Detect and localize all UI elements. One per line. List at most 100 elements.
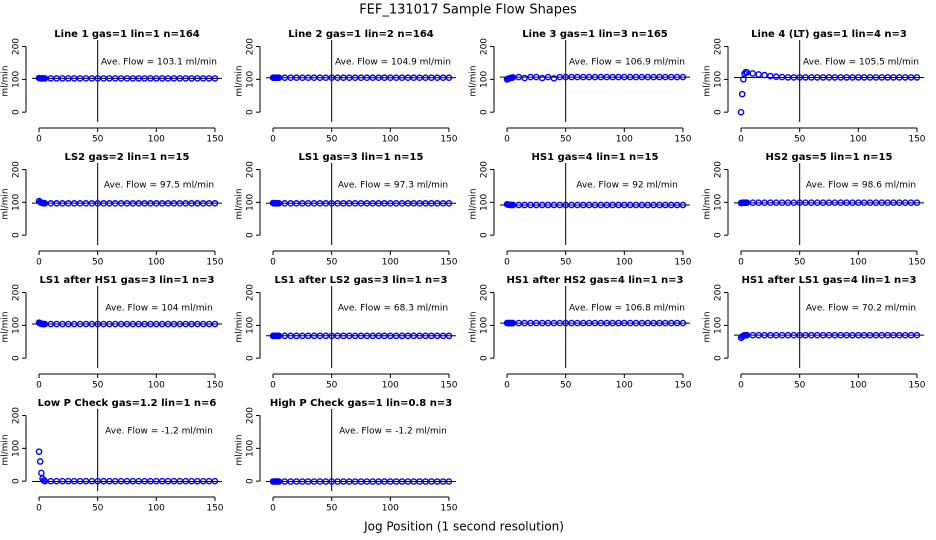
x-tick-label: 0 (36, 258, 42, 268)
x-tick-label: 150 (206, 258, 223, 268)
point (738, 90, 746, 98)
panel-title: Line 3 gas=1 lin=3 n=165 (522, 29, 668, 40)
y-axis-label: ml/min (469, 65, 479, 96)
point (679, 319, 687, 327)
x-tick-label: 50 (92, 381, 104, 391)
y-tick-label: 200 (480, 284, 490, 301)
y-tick-label: 0 (12, 109, 22, 115)
y-tick-label: 100 (480, 194, 490, 211)
annotation: Ave. Flow = 105.5 ml/min (803, 58, 919, 68)
x-tick-label: 50 (326, 258, 338, 268)
y-tick-label: 200 (12, 161, 22, 178)
x-tick-label: 0 (36, 504, 42, 514)
annotation: Ave. Flow = 104.9 ml/min (335, 58, 451, 68)
x-tick-label: 0 (270, 381, 276, 391)
point (211, 320, 219, 328)
point (749, 70, 757, 77)
x-tick-label: 0 (504, 381, 510, 391)
y-axis-label: ml/min (235, 311, 245, 342)
x-tick-label: 150 (440, 381, 457, 391)
annotation: Ave. Flow = 97.3 ml/min (338, 181, 448, 191)
point (761, 71, 768, 79)
annotation: Ave. Flow = -1.2 ml/min (339, 427, 447, 437)
x-tick-label: 100 (382, 381, 399, 391)
point (521, 74, 528, 82)
x-tick-label: 50 (794, 381, 806, 391)
y-tick-label: 0 (714, 232, 724, 238)
x-tick-label: 100 (148, 258, 165, 268)
y-tick-label: 200 (714, 284, 724, 301)
x-tick-label: 0 (504, 135, 510, 145)
point (445, 478, 453, 485)
x-tick-label: 50 (326, 504, 338, 514)
y-tick-label: 0 (246, 109, 256, 115)
y-tick-label: 200 (246, 161, 256, 178)
y-tick-label: 200 (480, 38, 490, 55)
x-tick-label: 0 (738, 258, 744, 268)
y-tick-label: 200 (480, 161, 490, 178)
point (445, 200, 453, 207)
x-tick-label: 0 (270, 135, 276, 145)
point (445, 74, 453, 82)
point (772, 73, 780, 81)
point (211, 200, 219, 207)
x-tick-label: 100 (148, 504, 165, 514)
x-tick-label: 150 (908, 135, 925, 145)
x-tick-label: 50 (560, 258, 572, 268)
panel-title: LS1 after HS1 gas=3 lin=1 n=3 (39, 275, 214, 286)
y-tick-label: 0 (246, 355, 256, 361)
y-tick-label: 0 (480, 232, 490, 238)
y-axis-label: ml/min (703, 311, 713, 342)
y-tick-label: 100 (714, 194, 724, 211)
panel-title: HS1 gas=4 lin=1 n=15 (532, 152, 659, 163)
panel-title: Line 2 gas=1 lin=2 n=164 (288, 29, 434, 40)
x-tick-label: 150 (440, 504, 457, 514)
annotation: Ave. Flow = -1.2 ml/min (105, 427, 213, 437)
point (913, 199, 921, 206)
x-tick-label: 50 (794, 135, 806, 145)
x-tick-label: 100 (850, 381, 867, 391)
x-tick-label: 0 (504, 258, 510, 268)
point (913, 74, 921, 81)
x-tick-label: 150 (440, 135, 457, 145)
x-tick-label: 100 (148, 135, 165, 145)
x-tick-label: 100 (616, 135, 633, 145)
y-tick-label: 0 (480, 109, 490, 115)
y-tick-label: 0 (12, 355, 22, 361)
x-tick-label: 150 (908, 381, 925, 391)
point (533, 73, 540, 81)
point (445, 332, 453, 340)
panel-title: Line 1 gas=1 lin=1 n=164 (54, 29, 200, 40)
point (755, 71, 762, 78)
x-tick-label: 50 (326, 135, 338, 145)
point (515, 73, 523, 81)
point (211, 75, 219, 82)
y-tick-label: 100 (246, 71, 256, 88)
y-tick-label: 0 (12, 232, 22, 238)
x-tick-label: 100 (850, 258, 867, 268)
point (544, 73, 552, 81)
y-tick-label: 100 (714, 71, 724, 88)
y-tick-label: 200 (12, 38, 22, 55)
x-tick-label: 150 (206, 381, 223, 391)
x-tick-label: 100 (148, 381, 165, 391)
y-axis-label: ml/min (1, 311, 11, 342)
y-tick-label: 0 (480, 355, 490, 361)
x-tick-label: 50 (92, 504, 104, 514)
x-tick-label: 150 (674, 135, 691, 145)
y-tick-label: 100 (12, 440, 22, 457)
annotation: Ave. Flow = 97.5 ml/min (104, 181, 214, 191)
panel-title: Low P Check gas=1.2 lin=1 n=6 (38, 398, 217, 409)
y-tick-label: 100 (480, 71, 490, 88)
annotation: Ave. Flow = 103.1 ml/min (101, 58, 217, 68)
point (550, 75, 558, 82)
y-axis-label: ml/min (703, 65, 713, 96)
y-axis-label: ml/min (1, 188, 11, 219)
x-tick-label: 50 (92, 258, 104, 268)
y-tick-label: 100 (714, 317, 724, 334)
x-tick-label: 150 (908, 258, 925, 268)
x-tick-label: 0 (36, 135, 42, 145)
y-tick-label: 200 (12, 284, 22, 301)
y-tick-label: 200 (246, 38, 256, 55)
annotation: Ave. Flow = 92 ml/min (576, 181, 678, 191)
